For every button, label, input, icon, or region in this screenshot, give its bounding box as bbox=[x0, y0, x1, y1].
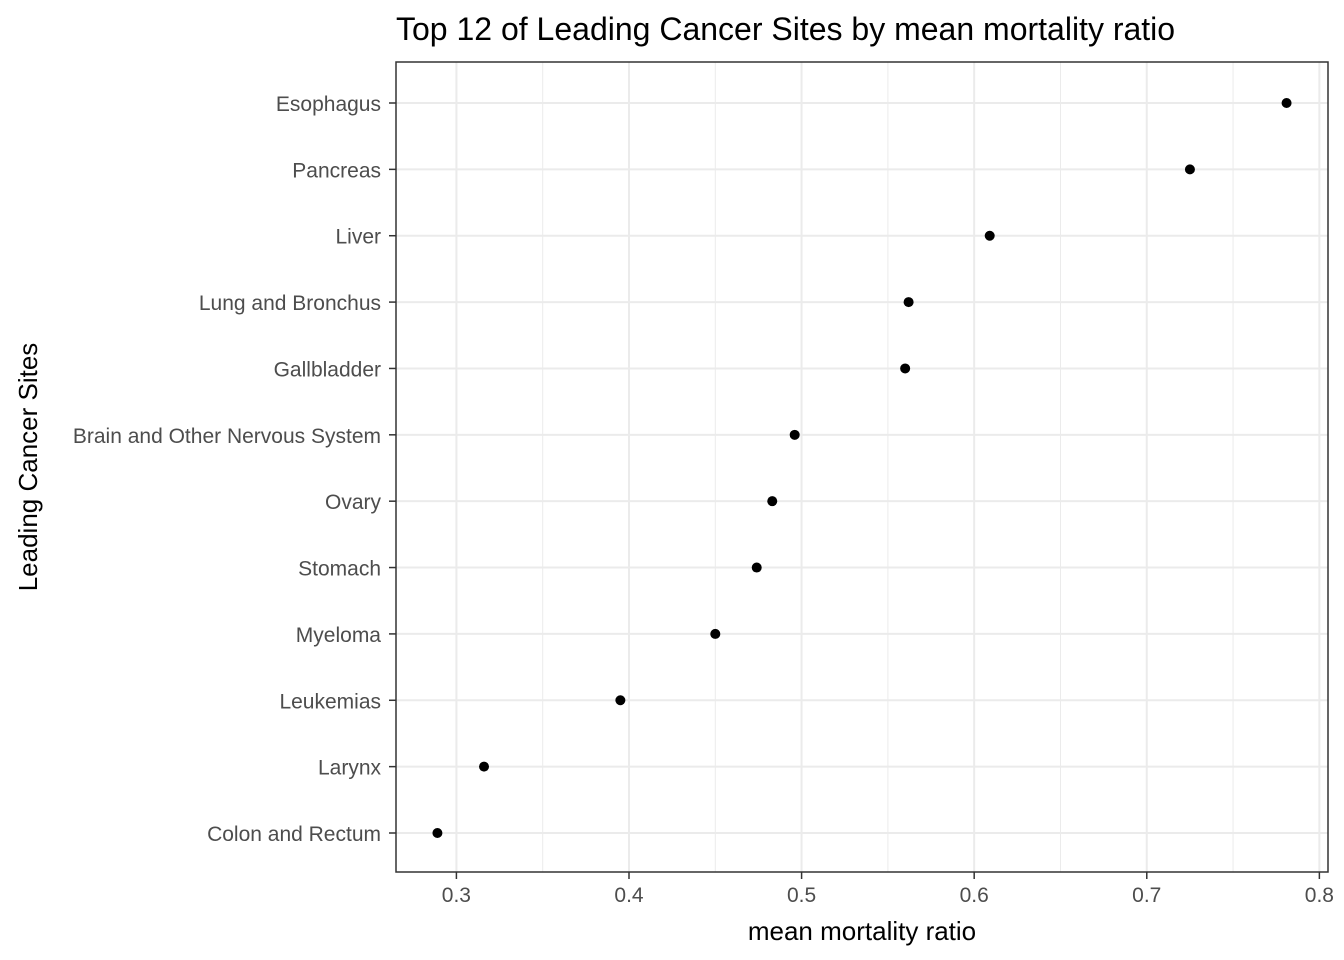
x-tick-label: 0.8 bbox=[1305, 884, 1334, 907]
data-point bbox=[432, 828, 443, 838]
x-tick-label: 0.7 bbox=[1132, 884, 1161, 907]
y-tick-label: Liver bbox=[335, 226, 381, 249]
chart-title: Top 12 of Leading Cancer Sites by mean m… bbox=[396, 11, 1175, 47]
data-point bbox=[789, 429, 800, 440]
panel-border bbox=[395, 61, 1329, 873]
data-point bbox=[903, 297, 914, 308]
data-point bbox=[984, 230, 995, 241]
y-tick-label: Leukemias bbox=[279, 690, 381, 713]
data-point bbox=[751, 562, 762, 573]
y-tick-label: Pancreas bbox=[292, 159, 381, 182]
grid bbox=[396, 62, 1328, 872]
y-tick-label: Colon and Rectum bbox=[207, 823, 381, 846]
y-axis: Esophagus Pancreas Liver Lung and Bronchus G… bbox=[73, 93, 396, 846]
data-point bbox=[615, 695, 626, 706]
data-point bbox=[1184, 164, 1195, 175]
y-tick-label: Esophagus bbox=[276, 93, 381, 116]
x-tick-label: 0.6 bbox=[960, 884, 989, 907]
y-axis-title: Leading Cancer Sites bbox=[13, 343, 43, 592]
y-tick-label: Brain and Other Nervous System bbox=[73, 425, 381, 448]
x-tick-label: 0.3 bbox=[442, 884, 471, 907]
y-tick-label: Stomach bbox=[298, 558, 381, 581]
data-points bbox=[432, 98, 1292, 838]
y-tick-label: Gallbladder bbox=[274, 358, 381, 381]
y-tick-label: Lung and Bronchus bbox=[199, 292, 381, 315]
y-tick-label: Larynx bbox=[318, 757, 382, 780]
data-point bbox=[710, 628, 721, 639]
y-tick-label: Ovary bbox=[325, 491, 382, 514]
x-tick-label: 0.4 bbox=[614, 884, 644, 907]
x-axis-title: mean mortality ratio bbox=[748, 916, 976, 946]
data-point bbox=[479, 761, 490, 772]
data-point bbox=[1281, 98, 1292, 108]
data-point bbox=[900, 363, 911, 374]
x-tick-label: 0.5 bbox=[787, 884, 816, 907]
data-point bbox=[767, 496, 778, 507]
y-tick-label: Myeloma bbox=[296, 624, 382, 647]
x-axis: 0.3 0.4 0.5 0.6 0.7 0.8 bbox=[442, 872, 1334, 907]
